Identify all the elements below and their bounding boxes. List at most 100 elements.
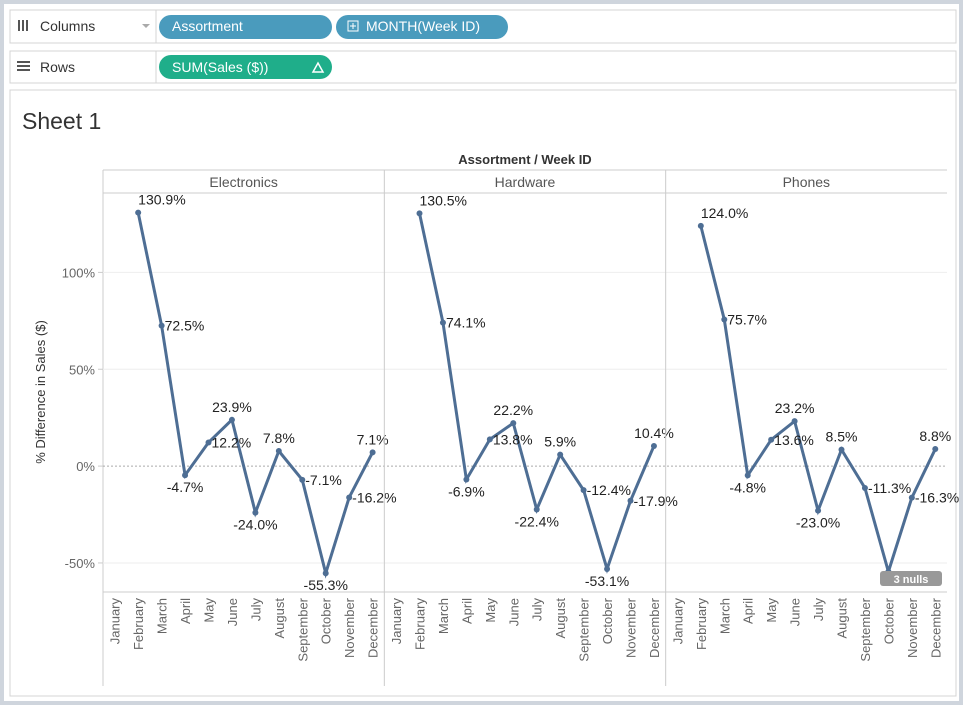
x-tick-label: April	[741, 598, 756, 624]
x-tick-label: September	[858, 597, 873, 661]
point	[252, 509, 259, 516]
x-tick-label: October	[319, 597, 334, 644]
x-tick-label: December	[647, 597, 662, 658]
point	[416, 210, 423, 217]
x-tick-label: September	[295, 597, 310, 661]
data-label: -12.4%	[587, 482, 631, 498]
data-label: -6.9%	[448, 483, 485, 499]
data-label: 124.0%	[701, 205, 748, 221]
x-tick-label: May	[483, 598, 498, 623]
shelf-label: Columns	[40, 18, 95, 34]
y-tick-label: 100%	[62, 265, 96, 280]
data-label: -22.4%	[515, 513, 559, 529]
data-label: -53.1%	[585, 573, 629, 589]
pill-label: SUM(Sales ($))	[172, 59, 268, 75]
x-tick-label: April	[459, 598, 474, 624]
x-tick-label: February	[694, 598, 709, 651]
data-label: -4.7%	[167, 479, 204, 495]
data-label: -11.3%	[868, 480, 911, 496]
point	[838, 446, 845, 453]
nulls-indicator: 3 nulls	[894, 574, 929, 586]
data-label: 7.1%	[357, 431, 389, 447]
data-label: 75.7%	[727, 311, 767, 327]
pane-header: Electronics	[209, 174, 277, 190]
data-label: -23.0%	[796, 515, 840, 531]
x-tick-label: June	[506, 598, 521, 626]
x-tick-label: March	[155, 598, 170, 634]
point	[299, 476, 306, 483]
point	[744, 472, 751, 479]
x-tick-label: June	[225, 598, 240, 626]
point	[158, 322, 165, 329]
x-tick-label: January	[670, 598, 685, 645]
point	[861, 484, 868, 491]
point	[557, 451, 564, 458]
y-tick-label: 50%	[69, 362, 95, 377]
x-tick-label: February	[131, 598, 146, 651]
y-axis-title: % Difference in Sales ($)	[33, 320, 48, 464]
data-label: -16.2%	[352, 489, 396, 505]
point	[135, 209, 142, 216]
point	[369, 449, 376, 456]
pane-header: Phones	[783, 174, 830, 190]
x-tick-label: May	[202, 598, 217, 623]
pill[interactable]	[159, 55, 332, 79]
y-tick-label: 0%	[76, 459, 95, 474]
data-label: -4.8%	[729, 479, 766, 495]
data-label: -16.3%	[915, 490, 959, 506]
data-label: 13.6%	[774, 432, 814, 448]
x-tick-label: April	[178, 598, 193, 624]
point	[721, 316, 728, 323]
point	[697, 222, 704, 229]
data-label: 23.9%	[212, 399, 252, 415]
x-tick-label: November	[624, 597, 639, 658]
point	[463, 476, 470, 483]
point	[205, 439, 212, 446]
x-tick-label: January	[108, 598, 123, 645]
data-label: -7.1%	[305, 472, 342, 488]
pill[interactable]	[336, 15, 508, 39]
x-tick-label: March	[436, 598, 451, 634]
x-tick-label: October	[881, 597, 896, 644]
data-label: 72.5%	[165, 318, 205, 334]
point	[275, 447, 282, 454]
x-tick-label: June	[788, 598, 803, 626]
point	[580, 487, 587, 494]
point	[533, 506, 540, 513]
data-label: 5.9%	[544, 434, 576, 450]
x-tick-label: November	[905, 597, 920, 658]
data-label: 13.8%	[493, 431, 533, 447]
sheet-title: Sheet 1	[22, 108, 101, 134]
x-tick-label: November	[342, 597, 357, 658]
point	[604, 565, 611, 572]
x-tick-label: July	[248, 598, 263, 622]
data-label: 8.5%	[826, 429, 858, 445]
column-header: Assortment / Week ID	[458, 152, 591, 167]
pill-label: MONTH(Week ID)	[366, 18, 480, 34]
x-tick-label: August	[553, 598, 568, 639]
point	[768, 436, 775, 443]
point	[908, 494, 915, 501]
point	[510, 420, 517, 427]
point	[182, 472, 189, 479]
x-tick-label: February	[413, 598, 428, 651]
pill[interactable]	[159, 15, 332, 39]
table-calc-icon	[311, 61, 325, 73]
point	[791, 418, 798, 425]
data-label: 8.8%	[919, 428, 951, 444]
data-label: 74.1%	[446, 315, 486, 331]
point	[439, 319, 446, 326]
point	[228, 416, 235, 423]
data-label: -17.9%	[634, 493, 678, 509]
rows-shelf	[9, 50, 957, 84]
rows-icon	[17, 61, 30, 71]
x-tick-label: July	[811, 598, 826, 622]
data-label: 130.5%	[420, 192, 467, 208]
x-tick-label: October	[600, 597, 615, 644]
x-tick-label: September	[577, 597, 592, 661]
data-label: 23.2%	[775, 400, 815, 416]
point	[650, 442, 657, 449]
dropdown[interactable]	[142, 24, 150, 28]
